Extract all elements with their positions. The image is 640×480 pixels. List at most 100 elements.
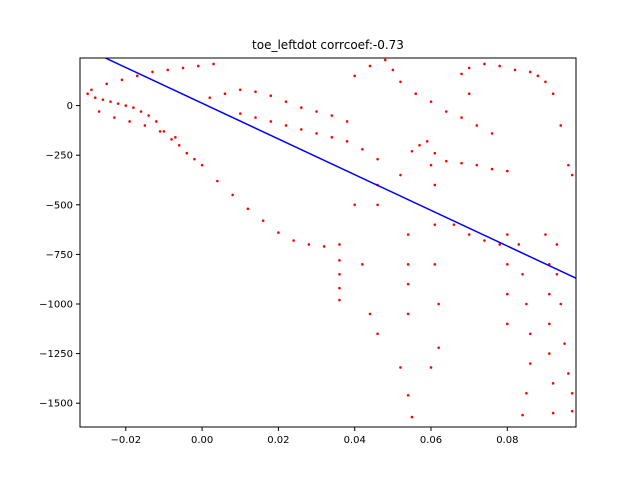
data-point bbox=[406, 282, 410, 286]
data-points bbox=[86, 58, 574, 419]
data-point bbox=[536, 74, 540, 78]
data-point bbox=[101, 98, 105, 101]
data-point bbox=[429, 366, 433, 369]
data-point bbox=[429, 100, 433, 103]
data-point bbox=[139, 110, 143, 113]
data-point bbox=[547, 292, 551, 296]
data-point bbox=[551, 382, 555, 385]
data-point bbox=[433, 183, 437, 187]
data-point bbox=[238, 112, 242, 115]
data-point bbox=[269, 94, 273, 97]
data-point bbox=[338, 243, 341, 246]
data-point bbox=[460, 116, 463, 119]
data-point bbox=[406, 263, 410, 266]
data-point bbox=[433, 223, 437, 226]
data-point bbox=[498, 64, 501, 68]
data-point bbox=[544, 80, 547, 84]
data-point bbox=[315, 132, 318, 135]
data-point bbox=[299, 106, 303, 109]
plot-frame bbox=[79, 57, 577, 428]
data-point bbox=[361, 147, 364, 151]
data-point bbox=[444, 110, 448, 113]
y-tick-label: 0 bbox=[67, 101, 73, 112]
data-point bbox=[166, 68, 170, 72]
data-point bbox=[200, 163, 204, 167]
data-point bbox=[506, 292, 509, 296]
data-point bbox=[498, 243, 501, 246]
data-point bbox=[414, 92, 418, 96]
data-point bbox=[151, 70, 154, 74]
chart-title: toe_leftdot corrcoef:-0.73 bbox=[252, 38, 404, 52]
data-point bbox=[105, 82, 109, 86]
data-point bbox=[551, 411, 555, 415]
data-point bbox=[361, 263, 364, 266]
data-point bbox=[490, 132, 494, 135]
data-point bbox=[551, 92, 555, 96]
data-point bbox=[132, 106, 135, 109]
data-point bbox=[475, 124, 479, 127]
data-point bbox=[525, 302, 528, 306]
data-point bbox=[506, 322, 509, 326]
data-point bbox=[444, 159, 448, 163]
data-point bbox=[376, 157, 379, 161]
data-point bbox=[90, 88, 93, 92]
data-point bbox=[418, 143, 421, 147]
data-point bbox=[368, 64, 372, 68]
data-point bbox=[86, 92, 89, 96]
data-point bbox=[170, 138, 173, 141]
data-point bbox=[391, 68, 395, 72]
data-point bbox=[174, 136, 177, 139]
data-point bbox=[299, 128, 303, 131]
data-point bbox=[555, 243, 559, 246]
data-point bbox=[181, 66, 185, 70]
data-point bbox=[345, 120, 349, 123]
data-point bbox=[437, 302, 440, 306]
data-point bbox=[315, 110, 318, 113]
data-point bbox=[429, 163, 433, 167]
data-point bbox=[467, 92, 471, 96]
data-point bbox=[475, 163, 479, 167]
data-point bbox=[284, 100, 288, 103]
data-point bbox=[506, 233, 509, 236]
data-point bbox=[570, 391, 574, 395]
data-point bbox=[261, 219, 265, 222]
data-point bbox=[528, 70, 532, 74]
data-point bbox=[410, 415, 414, 419]
data-point bbox=[116, 102, 120, 105]
data-point bbox=[338, 286, 341, 290]
data-point bbox=[338, 259, 341, 262]
data-point bbox=[467, 66, 471, 70]
data-point bbox=[292, 239, 295, 242]
data-point bbox=[322, 245, 326, 248]
x-tick-label: 0.02 bbox=[267, 435, 289, 446]
y-tick-label: −1500 bbox=[39, 399, 73, 410]
y-tick-label: −250 bbox=[46, 151, 73, 162]
data-point bbox=[269, 120, 273, 123]
data-point bbox=[460, 72, 463, 76]
data-point bbox=[155, 120, 158, 123]
y-tick-label: −500 bbox=[46, 200, 73, 211]
data-point bbox=[162, 130, 166, 133]
x-tick-label: 0.00 bbox=[191, 435, 213, 446]
data-point bbox=[563, 342, 566, 345]
x-tick-label: 0.04 bbox=[344, 435, 366, 446]
data-point bbox=[406, 393, 410, 397]
data-point bbox=[277, 231, 280, 234]
y-tick-label: −750 bbox=[46, 250, 73, 261]
x-tick-label: 0.08 bbox=[496, 435, 518, 446]
data-point bbox=[521, 272, 524, 276]
data-point bbox=[570, 409, 574, 413]
data-point bbox=[506, 263, 509, 266]
data-point bbox=[109, 100, 112, 103]
data-point bbox=[570, 173, 574, 177]
data-point bbox=[483, 62, 486, 66]
x-tick-label: −0.02 bbox=[110, 435, 141, 446]
data-point bbox=[521, 413, 524, 417]
data-point bbox=[128, 120, 131, 123]
data-point bbox=[147, 114, 150, 117]
fit-line-layer bbox=[103, 58, 576, 279]
data-point bbox=[254, 116, 257, 119]
data-point bbox=[338, 272, 341, 276]
data-point bbox=[452, 223, 456, 226]
